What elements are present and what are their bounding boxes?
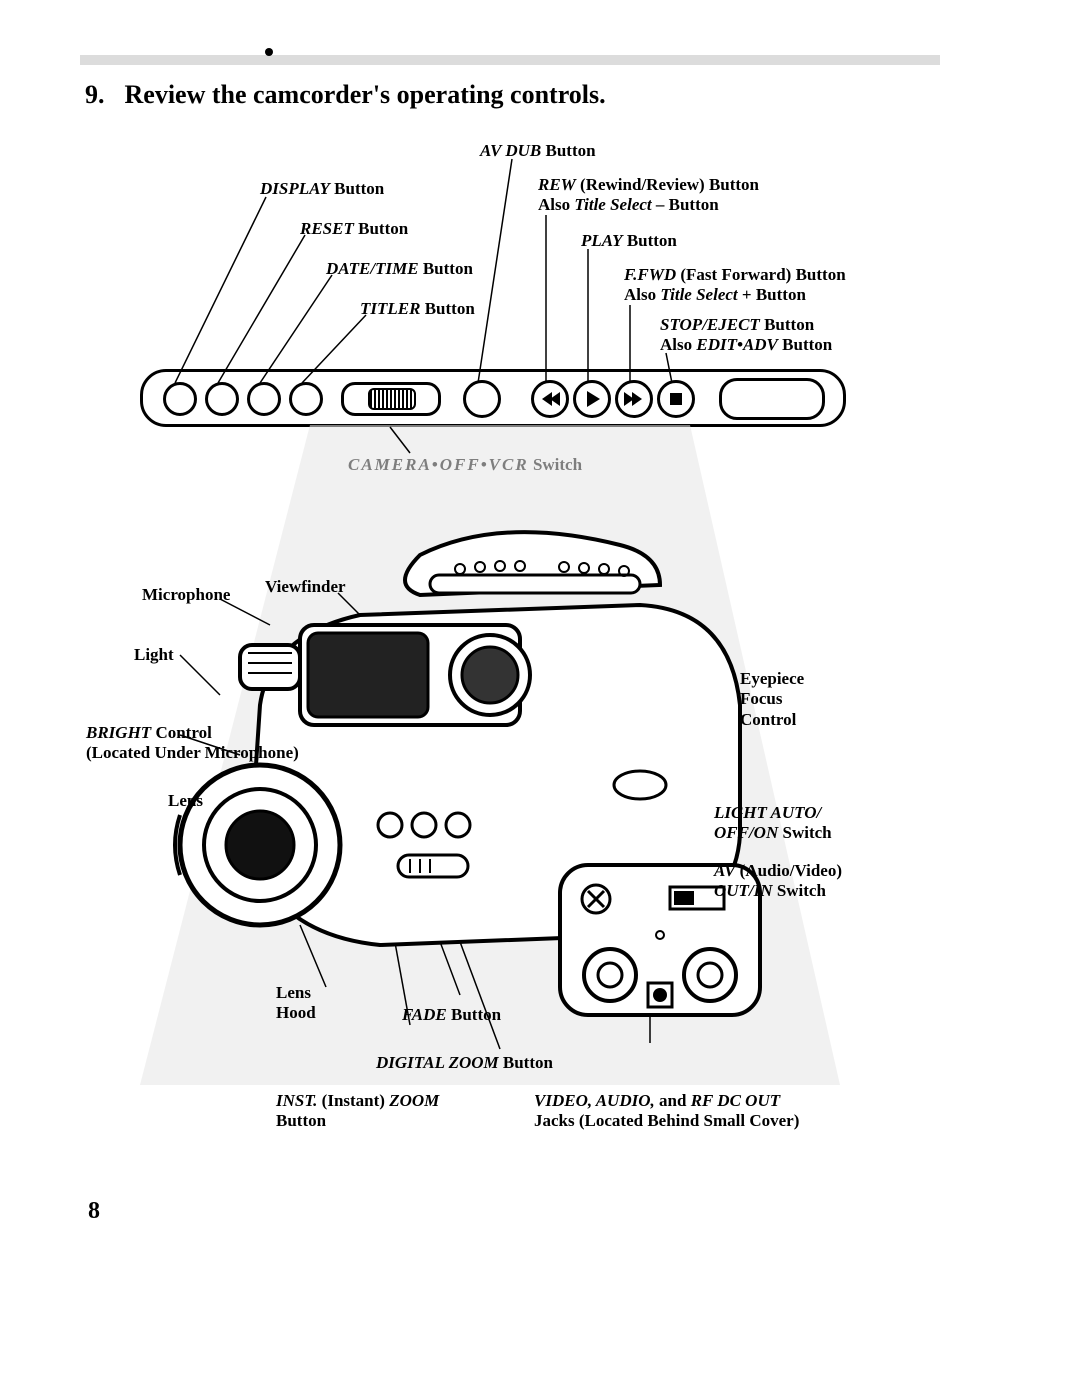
control-strip [140, 369, 846, 427]
label-viewfinder: Viewfinder [265, 577, 346, 597]
label-play: PLAY Button [581, 231, 677, 251]
heading-number: 9. [85, 80, 105, 110]
page-number: 8 [88, 1198, 100, 1225]
label-light: Light [134, 645, 174, 665]
top-tick [265, 48, 273, 56]
label-titler: TITLER Button [360, 299, 475, 319]
btn-datetime-icon [247, 382, 281, 416]
label-bright: BRIGHT Control (Located Under Microphone… [86, 723, 299, 764]
switch-dial [341, 382, 441, 416]
ffwd-glyph-icon [618, 383, 650, 415]
label-ffwd: F.FWD (Fast Forward) Button Also Title S… [624, 265, 846, 306]
label-datetime: DATE/TIME Button [326, 259, 473, 279]
btn-avdub-icon [463, 380, 501, 418]
diagram: AV DUB Button DISPLAY Button RESET Butto… [80, 135, 940, 1155]
label-avout: AV (Audio/Video) OUT/IN Switch [714, 861, 842, 902]
camcorder-illustration [120, 515, 860, 1075]
label-lens-hood: LensHood [276, 983, 316, 1024]
label-eyepiece: Eyepiece Focus Control [740, 669, 804, 730]
btn-end-icon [719, 378, 825, 420]
label-fade: FADE Button [402, 1005, 501, 1025]
label-stop: STOP/EJECT Button Also EDIT•ADV Button [660, 315, 832, 356]
label-jacks: VIDEO, AUDIO, and RF DC OUT Jacks (Locat… [534, 1091, 799, 1132]
label-switch: CAMERA•OFF•VCR Switch [348, 455, 582, 475]
btn-reset-icon [205, 382, 239, 416]
label-rew: REW (Rewind/Review) Button Also Title Se… [538, 175, 759, 216]
label-display: DISPLAY Button [260, 179, 384, 199]
rew-glyph-icon [534, 383, 566, 415]
btn-play-icon [573, 380, 611, 418]
label-av-dub: AV DUB Button [480, 141, 596, 161]
switch-grip [368, 388, 416, 410]
btn-stop-icon [657, 380, 695, 418]
stop-glyph-icon [660, 383, 692, 415]
btn-display-icon [163, 382, 197, 416]
label-lens: Lens [168, 791, 203, 811]
section-heading: 9. Review the camcorder's operating contr… [85, 80, 606, 110]
play-glyph-icon [576, 383, 608, 415]
btn-rew-icon [531, 380, 569, 418]
btn-ffwd-icon [615, 380, 653, 418]
heading-text: Review the camcorder's operating control… [125, 80, 606, 109]
label-dzoom: DIGITAL ZOOM Button [376, 1053, 553, 1073]
btn-titler-icon [289, 382, 323, 416]
label-microphone: Microphone [142, 585, 230, 605]
label-inst: INST. (Instant) ZOOM Button [276, 1091, 439, 1132]
label-lightauto: LIGHT AUTO/ OFF/ON Switch [714, 803, 832, 844]
top-rule [80, 55, 940, 65]
page: 9. Review the camcorder's operating contr… [0, 0, 1080, 1397]
label-reset: RESET Button [300, 219, 408, 239]
